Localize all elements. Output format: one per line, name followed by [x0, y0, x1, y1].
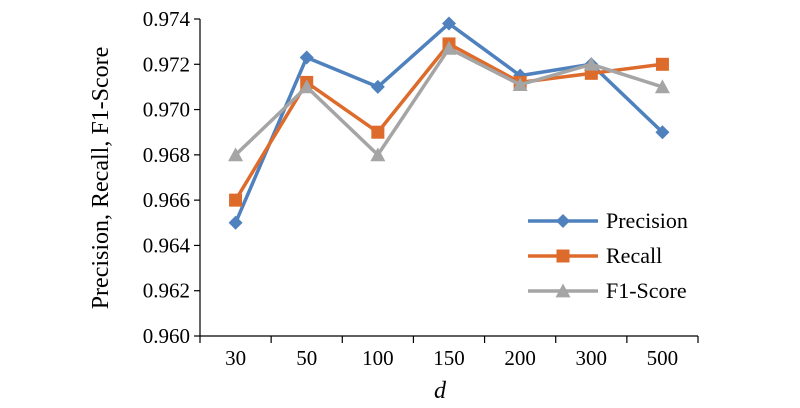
f1-score-point: [228, 147, 244, 162]
axes: 0.960 0.962 0.964 0.966 0.968 0.970 0.972 0.974…: [143, 7, 699, 370]
recall-point: [229, 193, 243, 207]
precision-point: [228, 215, 243, 230]
x-tick-label: 300: [576, 346, 608, 370]
x-tick-label: 30: [225, 346, 246, 370]
x-tick-label: 100: [362, 346, 394, 370]
series-f1-score: [228, 40, 670, 162]
y-tick-label: 0.960: [143, 324, 190, 348]
legend: Precision Recall F1-Score: [528, 208, 688, 303]
precision-point: [299, 50, 314, 65]
legend-label: Precision: [606, 208, 688, 233]
legend-label: F1-Score: [606, 278, 687, 303]
x-tick-label: 200: [504, 346, 536, 370]
precision-point: [442, 16, 456, 31]
y-axis-label: Precision, Recall, F1-Score: [88, 47, 114, 310]
x-tick-label: 50: [296, 346, 317, 370]
f1-score-point: [299, 79, 315, 94]
f1-score-point: [441, 40, 457, 55]
x-tick-label: 150: [433, 346, 465, 370]
legend-marker: [555, 283, 571, 298]
x-axis-label: d: [434, 378, 447, 404]
f1-score-point: [512, 77, 528, 92]
recall-point: [655, 57, 669, 71]
legend-item-recall: Recall: [528, 243, 662, 268]
f1-score-line: [234, 46, 663, 157]
recall-point: [371, 125, 385, 139]
legend-marker: [556, 249, 570, 263]
series-recall: [229, 37, 669, 207]
y-tick-label: 0.966: [143, 188, 190, 212]
legend-item-precision: Precision: [528, 208, 688, 233]
x-tick-label: 500: [647, 346, 679, 370]
y-tick-label: 0.974: [143, 7, 191, 31]
precision-point: [655, 125, 670, 140]
f1-score-point: [583, 56, 599, 71]
y-tick-label: 0.962: [143, 279, 190, 303]
y-tick-label: 0.970: [143, 98, 190, 122]
legend-label: Recall: [606, 243, 662, 268]
f1-score-point: [654, 79, 670, 94]
y-tick-label: 0.972: [143, 52, 190, 76]
y-tick-label: 0.964: [143, 233, 191, 257]
precision-point: [370, 79, 385, 94]
legend-item-f1-score: F1-Score: [528, 278, 687, 303]
legend-marker: [556, 214, 570, 228]
f1-score-point: [370, 147, 386, 162]
series-layer: [228, 16, 670, 230]
y-tick-label: 0.968: [143, 143, 190, 167]
